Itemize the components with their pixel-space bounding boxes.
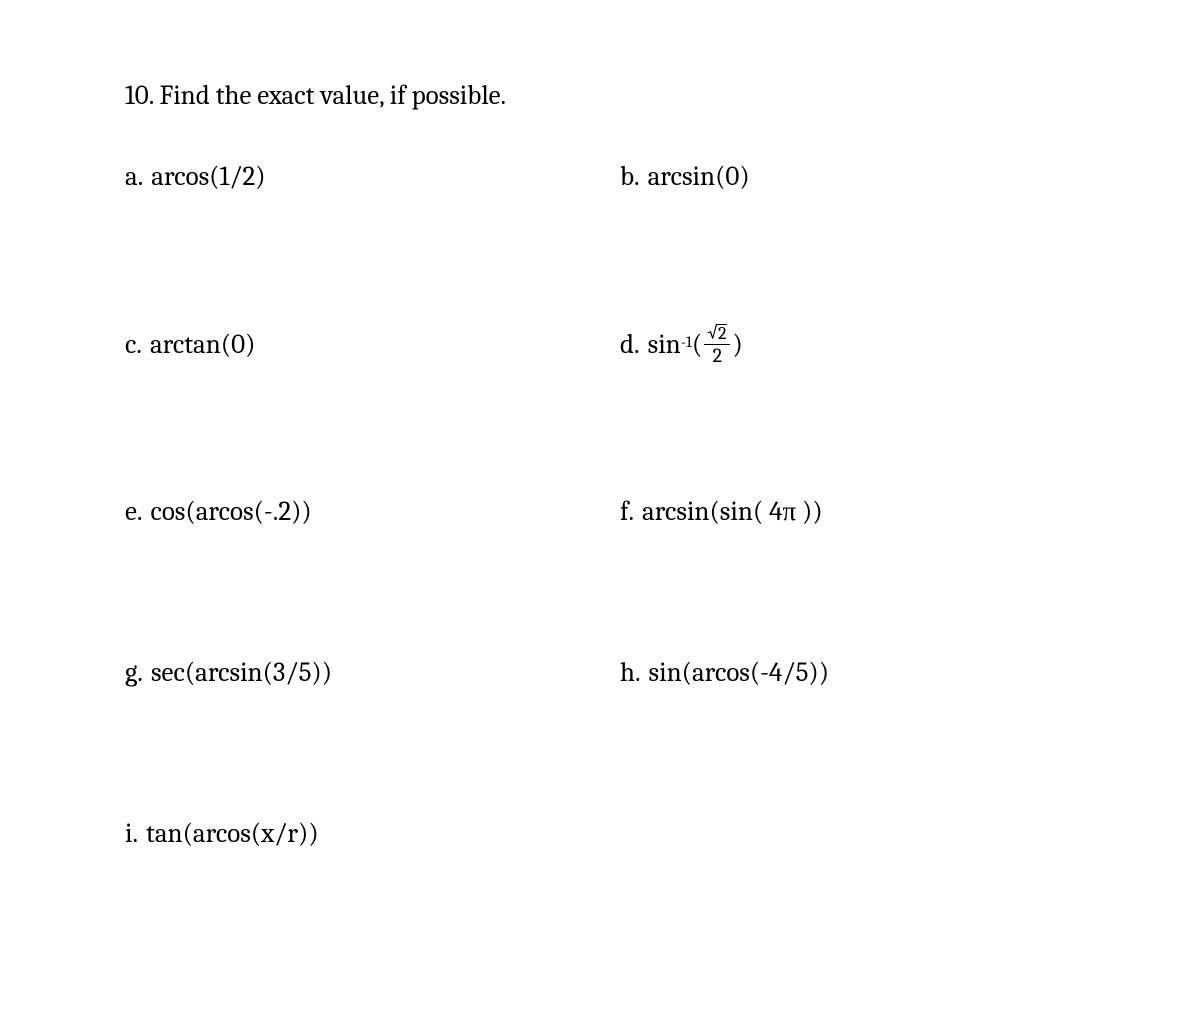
superscript: -1 [681, 333, 692, 351]
problem-expr: sin(arcos(-4/5)) [649, 657, 830, 688]
problem-label: i. [125, 818, 138, 849]
problem-g: g. sec(arcsin(3/5)) [125, 657, 590, 688]
sqrt-arg: 2 [717, 324, 728, 343]
question-prompt: Find the exact value, if possible. [159, 80, 506, 111]
problem-label: d. [620, 329, 640, 360]
question-number: 10. [125, 80, 154, 111]
problem-expr: arctan(0) [150, 329, 255, 360]
problem-expr: tan(arcos(x/r)) [146, 818, 319, 849]
denominator: 2 [710, 345, 725, 366]
problem-e: e. cos(arcos(-.2)) [125, 496, 590, 527]
problem-c: c. arctan(0) [125, 322, 590, 366]
problem-label: c. [125, 329, 142, 360]
problem-a: a. arcos(1/2) [125, 161, 590, 192]
problem-d: d. sin-1(√22) [610, 322, 1075, 366]
problem-b: b. arcsin(0) [610, 161, 1075, 192]
question-title: 10. Find the exact value, if possible. [125, 80, 1075, 111]
problem-f: f. arcsin(sin( 4π )) [610, 496, 1075, 527]
sqrt: √2 [707, 324, 727, 343]
problem-expr: sec(arcsin(3/5)) [151, 657, 332, 688]
problem-expr: sin-1(√22) [648, 322, 743, 366]
problems-grid: a. arcos(1/2) b. arcsin(0) c. arctan(0) … [125, 161, 1075, 688]
problem-label: h. [620, 657, 641, 688]
problem-expr: cos(arcos(-.2)) [150, 496, 311, 527]
fraction: √22 [704, 322, 730, 366]
problem-h: h. sin(arcos(-4/5)) [610, 657, 1075, 688]
problem-label: f. [620, 496, 634, 527]
close-paren: ) [732, 329, 742, 360]
problem-expr: arcsin(0) [648, 161, 750, 192]
problem-label: a. [125, 161, 143, 192]
problem-expr: arcos(1/2) [151, 161, 265, 192]
problem-label: g. [125, 657, 143, 688]
func-name: sin [648, 329, 681, 360]
open-paren: ( [692, 329, 702, 360]
problem-expr: arcsin(sin( 4π )) [642, 496, 823, 527]
problem-i: i. tan(arcos(x/r)) [125, 818, 1075, 849]
problem-label: b. [620, 161, 640, 192]
problem-label: e. [125, 496, 142, 527]
numerator: √2 [704, 322, 730, 345]
